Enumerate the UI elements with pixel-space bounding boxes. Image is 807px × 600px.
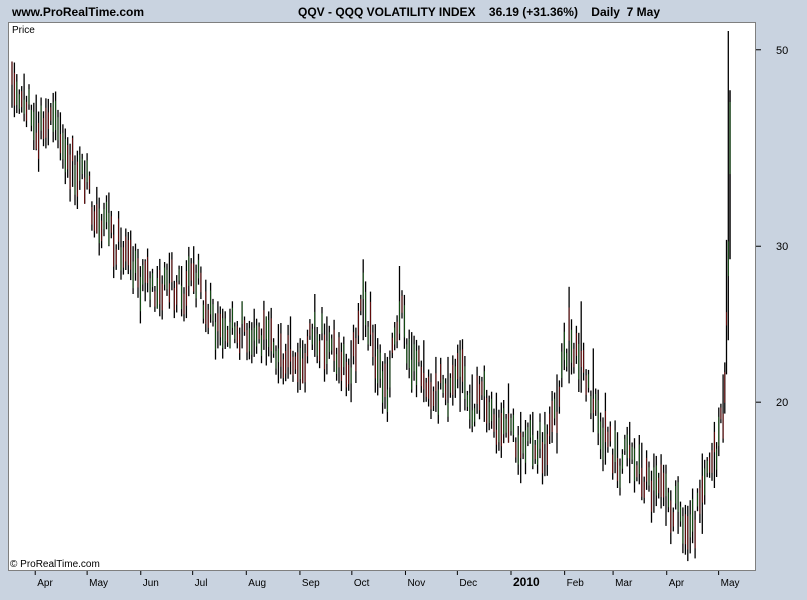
x-axis: Apr May Jun Jul Aug Sep Oct Nov Dec 2010 Feb Mar Apr… [34,571,740,589]
y-tick-label: 30 [776,241,788,253]
x-tick-label: Apr [669,578,685,589]
y-tick-label: 20 [776,397,788,409]
price-label: Price [12,25,35,36]
x-tick-label: Apr [37,578,53,589]
x-tick-label: Dec [459,578,477,589]
x-tick-label: Mar [615,578,633,589]
x-tick-label: Nov [407,578,425,589]
x-tick-label: Feb [567,578,585,589]
ticker-info: QQV - QQQ VOLATILITY INDEX 36.19 (+31.36… [298,5,661,19]
y-axis: 20 30 50 [756,45,788,409]
site-name[interactable]: www.ProRealTime.com [12,5,145,19]
x-tick-label: Sep [302,578,320,589]
y-tick-label: 50 [776,45,788,57]
x-tick-label: Oct [354,578,370,589]
x-tick-label: Aug [248,578,266,589]
plot-area[interactable] [8,22,756,571]
x-tick-label: May [721,578,740,589]
x-tick-label: Jun [143,578,159,589]
copyright-label: © ProRealTime.com [10,559,100,570]
x-tick-label: 2010 [513,575,540,589]
header-bar: www.ProRealTime.com QQV - QQQ VOLATILITY… [0,0,807,22]
x-tick-label: Jul [195,578,208,589]
price-bars [11,31,731,562]
x-tick-label: May [89,578,108,589]
chart-plot [11,31,731,562]
